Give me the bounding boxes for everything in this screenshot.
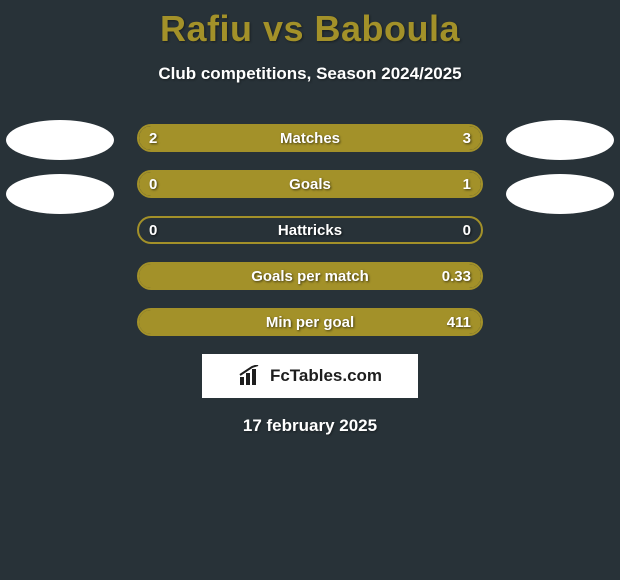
stat-right-value: 1: [463, 172, 471, 196]
chart-area: 23Matches01Goals00Hattricks0.33Goals per…: [0, 124, 620, 336]
stat-label: Hattricks: [139, 218, 481, 242]
date-line: 17 february 2025: [0, 416, 620, 436]
stat-right-value: 0.33: [442, 264, 471, 288]
player-right-avatar-2: [506, 174, 614, 214]
stat-right-value: 3: [463, 126, 471, 150]
stat-bar: 0.33Goals per match: [137, 262, 483, 290]
page-title: Rafiu vs Baboula: [0, 0, 620, 50]
bar-right-fill: [139, 264, 481, 288]
stat-left-value: 2: [149, 126, 157, 150]
bar-right-fill: [207, 172, 481, 196]
comparison-card: Rafiu vs Baboula Club competitions, Seas…: [0, 0, 620, 580]
stat-bar: 0 0Hattricks: [137, 216, 483, 244]
stat-bar: 01Goals: [137, 170, 483, 198]
stat-left-value: 0: [149, 218, 157, 242]
player-right-avatar-1: [506, 120, 614, 160]
brand-chart-icon: [238, 365, 264, 387]
bar-left-fill: [139, 126, 276, 150]
stat-left-value: 0: [149, 172, 157, 196]
brand-text: FcTables.com: [270, 366, 382, 386]
player-left-avatar-2: [6, 174, 114, 214]
stat-right-value: 411: [447, 310, 471, 334]
player-left-avatar-1: [6, 120, 114, 160]
bar-right-fill: [276, 126, 481, 150]
brand-badge[interactable]: FcTables.com: [202, 354, 418, 398]
bar-right-fill: [139, 310, 481, 334]
stat-right-value: 0: [463, 218, 471, 242]
stat-bar: 411Min per goal: [137, 308, 483, 336]
subtitle: Club competitions, Season 2024/2025: [0, 64, 620, 84]
stat-bar: 23Matches: [137, 124, 483, 152]
